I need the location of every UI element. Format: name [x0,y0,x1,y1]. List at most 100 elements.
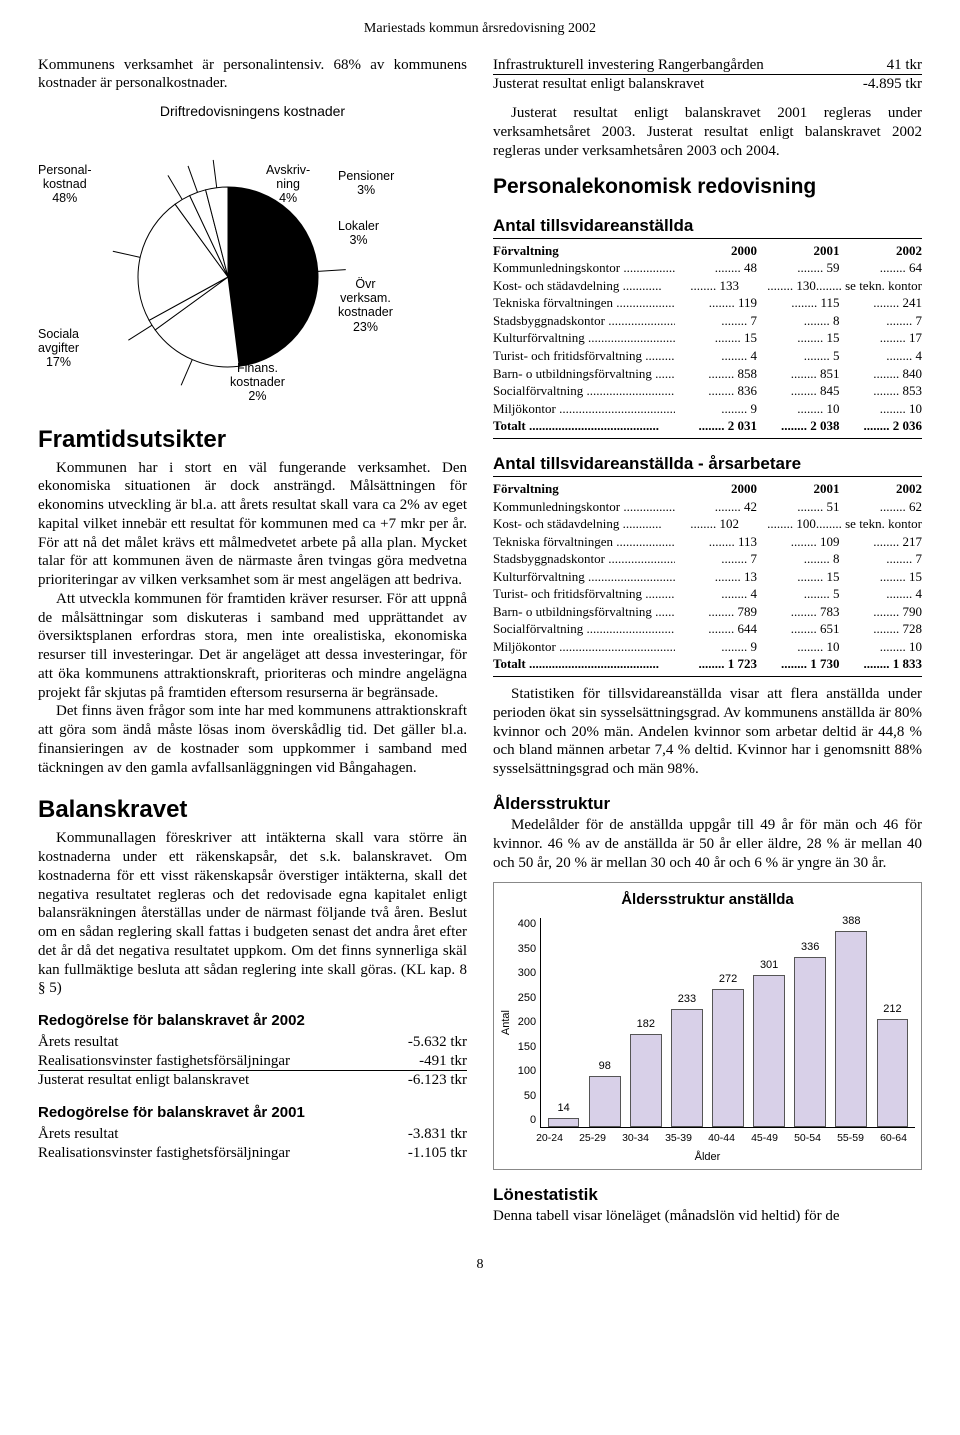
bar-column: 272 [709,973,746,1127]
bar-column: 98 [586,1060,623,1127]
value-line: Justerat resultat enligt balanskravet-6.… [38,1071,467,1090]
x-tick: 50-54 [786,1132,829,1145]
value-line: Infrastrukturell investering Rangerbangå… [493,56,922,76]
redo-2002-block: Årets resultat-5.632 tkrRealisationsvins… [38,1033,467,1090]
framtid-p2: Att utveckla kommunen för framtiden kräv… [38,590,467,703]
heading-framtid: Framtidsutsikter [38,425,467,455]
bar-value-label: 336 [801,941,819,955]
pie-label: Avskriv-ning4% [266,163,310,206]
value-line: Realisationsvinster fastighetsförsäljnin… [38,1144,467,1163]
bar-value-label: 301 [760,959,778,973]
pie-label: Pensioner3% [338,169,394,198]
bar-value-label: 212 [883,1003,901,1017]
x-tick: 35-39 [657,1132,700,1145]
bar [794,957,826,1127]
bar-chart-title: Åldersstruktur anställda [500,891,915,910]
heading-lonestatistik: Lönestatistik [493,1184,922,1205]
heading-alder: Åldersstruktur [493,793,922,814]
table-row: Kost- och städavdelning ................… [493,277,922,295]
redo-2001-block: Årets resultat-3.831 tkrRealisationsvins… [38,1125,467,1163]
table-row: Totalt .................................… [493,417,922,435]
table-row: Stadsbyggnadskontor ....................… [493,550,922,568]
table-row: Miljökontor ............................… [493,638,922,656]
pie-label: Lokaler3% [338,219,379,248]
y-tick: 400 [518,918,536,932]
bar-column: 14 [545,1102,582,1127]
y-tick: 150 [518,1041,536,1055]
bar-column: 336 [792,941,829,1127]
heading-table2: Antal tillsvidareanställda - årsarbetare [493,453,922,474]
bar-value-label: 388 [842,915,860,929]
table-row: Kost- och städavdelning ................… [493,515,922,533]
y-tick: 200 [518,1016,536,1030]
table-row: Turist- och fritidsförvaltning .........… [493,347,922,365]
bar-column: 182 [627,1018,664,1127]
table-row: Socialförvaltning ......................… [493,382,922,400]
stat-para: Statistiken för tillsvidareanställda vis… [493,685,922,779]
y-tick: 250 [518,992,536,1006]
bar [671,1009,703,1128]
table-row: Stadsbyggnadskontor ....................… [493,312,922,330]
table-row: Kulturförvaltning ......................… [493,329,922,347]
heading-personalekonomisk: Personalekonomisk redovisning [493,174,922,200]
table-row: Tekniska förvaltningen .................… [493,533,922,551]
bar [630,1034,662,1127]
y-tick: 350 [518,943,536,957]
bar [548,1118,580,1127]
bar [877,1019,909,1127]
table-row: Barn- o utbildningsförvaltning .........… [493,603,922,621]
intro-text: Kommunens verksamhet är personalintensiv… [38,56,467,94]
bar-x-caption: Ålder [500,1151,915,1165]
pie-label: Socialaavgifter17% [38,327,79,370]
page-number: 8 [38,1256,922,1274]
top-lines-block: Infrastrukturell investering Rangerbangå… [493,56,922,95]
value-line: Realisationsvinster fastighetsförsäljnin… [38,1052,467,1072]
value-line: Årets resultat-5.632 tkr [38,1033,467,1052]
bar-y-label: Antal [500,1010,514,1035]
table-arsarbetare: Förvaltning200020012002Kommunledningskon… [493,476,922,677]
lone-para: Denna tabell visar löneläget (månadslön … [493,1207,922,1226]
pie-label: Finans.kostnader2% [230,361,285,404]
x-tick: 25-29 [571,1132,614,1145]
bar-chart-alder: Åldersstruktur anställda Antal 400 350 300… [493,882,922,1170]
heading-balanskravet: Balanskravet [38,795,467,825]
pie-chart: Personal-kostnad48% Socialaavgifter17% Fin… [38,127,458,407]
framtid-p3: Det finns även frågor som inte har med k… [38,702,467,777]
balanskravet-text: Kommunallagen föreskriver att intäkterna… [38,829,467,998]
x-tick: 55-59 [829,1132,872,1145]
pie-title: Driftredovisningens kostnader [38,103,467,121]
x-tick: 20-24 [528,1132,571,1145]
framtid-p1: Kommunen har i stort en väl fungerande v… [38,459,467,590]
x-tick: 40-44 [700,1132,743,1145]
bar-column: 388 [833,915,870,1127]
bar-y-axis: 400350300250200150100500 [518,918,536,1128]
table-header: Förvaltning200020012002 [493,480,922,498]
bar-value-label: 14 [558,1102,570,1116]
bar-value-label: 182 [637,1018,655,1032]
reg-para: Justerat resultat enligt balanskravet 20… [493,104,922,160]
table-row: Barn- o utbildningsförvaltning .........… [493,365,922,383]
heading-redo-2002: Redogörelse för balanskravet år 2002 [38,1012,467,1031]
bar [835,931,867,1127]
x-tick: 30-34 [614,1132,657,1145]
bar [589,1076,621,1127]
table-tillsvidare: Förvaltning200020012002Kommunledningskon… [493,238,922,439]
bar-plot-area: 14 98 182 233272 301 336 388 212 [540,918,915,1128]
y-tick: 300 [518,967,536,981]
table-row: Totalt .................................… [493,655,922,673]
x-tick: 60-64 [872,1132,915,1145]
table-header: Förvaltning200020012002 [493,242,922,260]
pie-label: Personal-kostnad48% [38,163,92,206]
bar-column: 301 [751,959,788,1127]
table-row: Tekniska förvaltningen .................… [493,294,922,312]
table-row: Kommunledningskontor ...................… [493,498,922,516]
table-row: Socialförvaltning ......................… [493,620,922,638]
bar-value-label: 98 [599,1060,611,1074]
table-row: Kommunledningskontor ...................… [493,259,922,277]
value-line: Årets resultat-3.831 tkr [38,1125,467,1144]
y-tick: 50 [524,1090,536,1104]
table-row: Turist- och fritidsförvaltning .........… [493,585,922,603]
bar-column: 233 [668,993,705,1127]
y-tick: 0 [530,1114,536,1128]
pie-label: Övrverksam.kostnader23% [338,277,393,335]
